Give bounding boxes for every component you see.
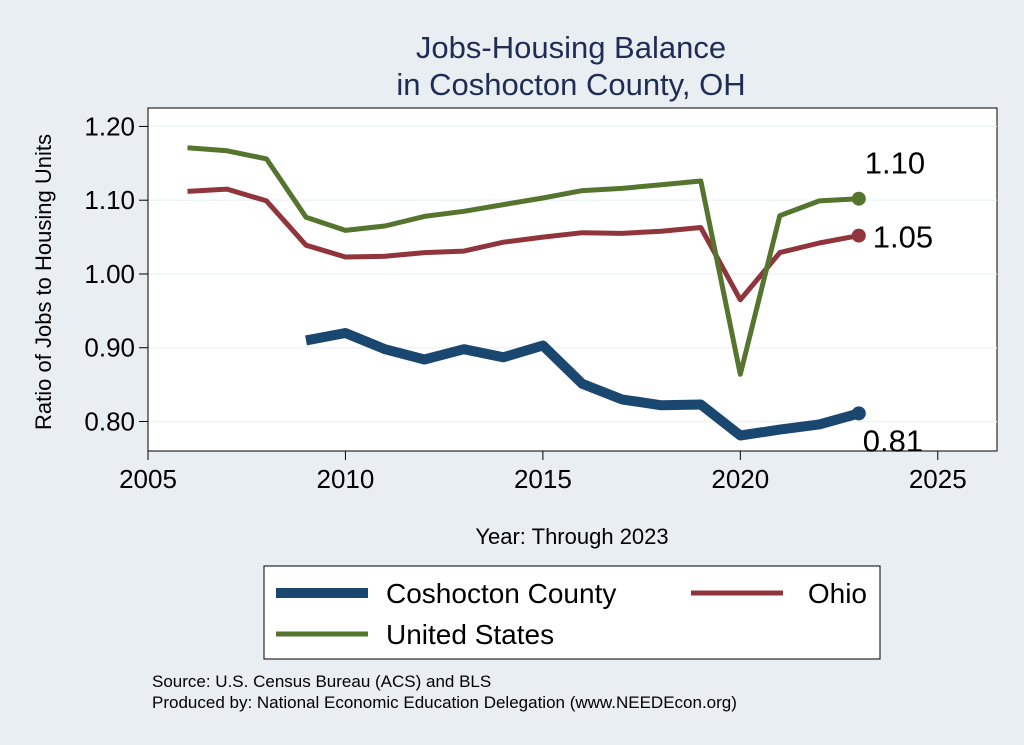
end-label-ohio: 1.05 [873, 220, 933, 255]
x-axis-title: Year: Through 2023 [475, 524, 668, 549]
legend-label-united-states: United States [386, 619, 554, 650]
y-tick-label: 0.90 [84, 333, 135, 363]
producer-note: Produced by: National Economic Education… [152, 693, 737, 712]
y-axis-ticks: 0.80 0.90 1.00 1.10 1.20 [84, 111, 148, 436]
legend: Coshocton County Ohio United States [263, 565, 881, 660]
x-axis-ticks: 2005 2010 2015 2020 2025 [119, 451, 967, 494]
end-label-coshocton-county: 0.81 [863, 423, 923, 458]
chart-title-line-1: Jobs-Housing Balance [416, 30, 726, 65]
end-label-united-states: 1.10 [865, 146, 925, 181]
plot-area [147, 107, 998, 452]
x-tick-label: 2025 [909, 464, 967, 494]
x-tick-label: 2005 [119, 464, 177, 494]
end-point-ohio [851, 228, 866, 243]
chart-title-line-2: in Coshocton County, OH [396, 67, 745, 102]
legend-label-ohio: Ohio [808, 578, 867, 609]
y-tick-label: 1.10 [84, 185, 135, 215]
legend-label-coshocton-county: Coshocton County [386, 578, 616, 609]
series-line-united-states [187, 145, 859, 377]
y-tick-label: 1.00 [84, 259, 135, 289]
series-line-coshocton-county [305, 328, 861, 441]
axes [147, 108, 997, 452]
source-note: Source: U.S. Census Bureau (ACS) and BLS [152, 672, 491, 691]
y-axis-title: Ratio of Jobs to Housing Units [31, 134, 56, 430]
x-tick-label: 2010 [317, 464, 375, 494]
end-labels: 1.05 1.10 0.81 [863, 146, 933, 459]
series-line-ohio [187, 186, 860, 303]
end-point-coshocton-county [851, 406, 866, 421]
end-point-united-states [851, 191, 866, 206]
y-tick-label: 1.20 [84, 111, 135, 141]
legend-box [263, 565, 881, 660]
x-tick-label: 2020 [711, 464, 769, 494]
x-tick-label: 2015 [514, 464, 572, 494]
series-layer [187, 145, 866, 441]
y-tick-label: 0.80 [84, 406, 135, 436]
